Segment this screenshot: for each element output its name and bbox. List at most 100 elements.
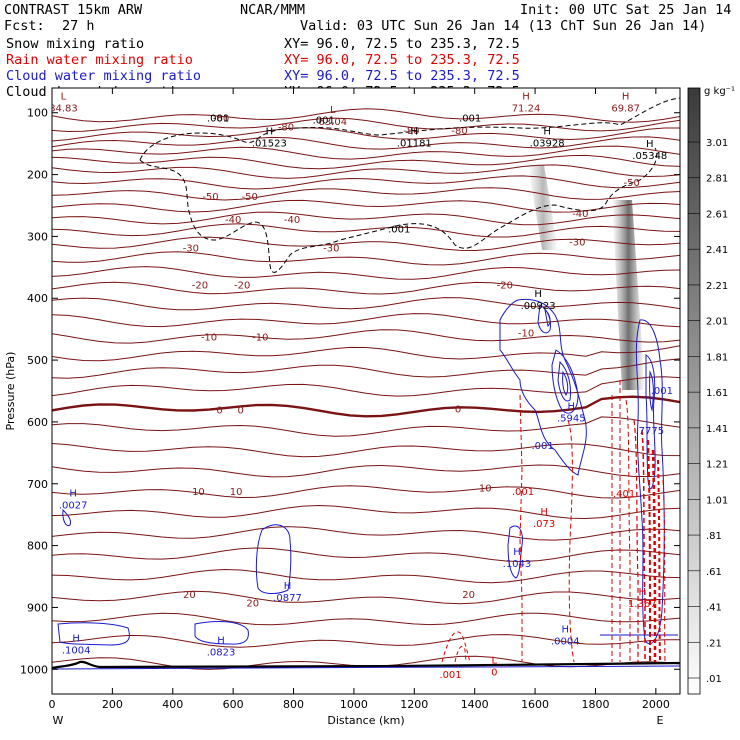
extremum-marker: H bbox=[69, 488, 77, 499]
legend-field-name: Rain water mixing ratio bbox=[6, 52, 193, 68]
colorbar-gradient bbox=[688, 88, 700, 694]
y-tick-label: 300 bbox=[27, 230, 48, 243]
valid-time: Valid: 03 UTC Sun 26 Jan 14 (13 ChT Sun … bbox=[300, 18, 706, 34]
extremum-value: .073 bbox=[533, 519, 555, 530]
colorbar-label: .01 bbox=[706, 674, 722, 685]
y-tick-label: 900 bbox=[27, 601, 48, 614]
x-tick-label: 1400 bbox=[461, 698, 489, 711]
extremum-marker: H bbox=[562, 624, 570, 635]
extremum-value: .03928 bbox=[530, 139, 565, 150]
x-tick-label: 2000 bbox=[642, 698, 670, 711]
colorbar-label: 2.61 bbox=[706, 209, 728, 220]
extremum-value: .0004 bbox=[551, 636, 580, 647]
colorbar-label: 1.81 bbox=[706, 352, 728, 363]
colorbar-label: .61 bbox=[706, 567, 722, 578]
extremum-marker: H bbox=[646, 139, 654, 150]
extremum-marker: L bbox=[492, 655, 498, 666]
isotherm-label: -10 bbox=[201, 333, 217, 344]
isotherm-label: -50 bbox=[624, 178, 640, 189]
contour-label: .001 bbox=[388, 224, 410, 235]
isotherm-label: 0 bbox=[238, 406, 244, 417]
legend-field-xy: XY= 96.0, 72.5 to 235.3, 72.5 bbox=[284, 36, 520, 52]
colorbar-label: 3.01 bbox=[706, 138, 728, 149]
isotherm-label: -30 bbox=[183, 244, 199, 255]
contour-label: .001 bbox=[459, 114, 481, 125]
extremum-value: 0 bbox=[491, 667, 497, 678]
contour-label: .001 bbox=[512, 487, 534, 498]
y-tick-label: 600 bbox=[27, 416, 48, 429]
x-axis-label: Distance (km) bbox=[327, 714, 404, 727]
extremum-marker: L bbox=[61, 91, 67, 102]
extremum-marker: L bbox=[330, 105, 336, 116]
colorbar-label: .81 bbox=[706, 531, 722, 542]
y-tick-label: 500 bbox=[27, 354, 48, 367]
colorbar-label: 2.41 bbox=[706, 245, 728, 256]
extremum-marker: H bbox=[522, 91, 530, 102]
isotherm-label: -40 bbox=[572, 209, 588, 220]
isotherm-label: -20 bbox=[497, 281, 513, 292]
isotherm-label: 0 bbox=[455, 404, 461, 415]
contour-label: .401 bbox=[613, 489, 635, 500]
extremum-value: .01523 bbox=[252, 139, 287, 150]
colorbar-label: 2.81 bbox=[706, 174, 728, 185]
y-tick-label: 200 bbox=[27, 169, 48, 182]
extremum-value: 1.367 bbox=[628, 599, 657, 610]
isotherm-label: 10 bbox=[230, 487, 243, 498]
y-tick-label: 800 bbox=[27, 540, 48, 553]
extremum-value: .1043 bbox=[503, 559, 532, 570]
extremum-value: .5945 bbox=[557, 414, 586, 425]
x-tick-label: 1800 bbox=[581, 698, 609, 711]
init-time: Init: 00 UTC Sat 25 Jan 14 bbox=[520, 2, 731, 18]
y-tick-label: 700 bbox=[27, 478, 48, 491]
colorbar-label: 1.41 bbox=[706, 424, 728, 435]
isotherm-label: 20 bbox=[462, 590, 475, 601]
x-tick-label: 0 bbox=[49, 698, 56, 711]
extremum-value: .1004 bbox=[62, 646, 91, 657]
extremum-marker: H bbox=[513, 547, 521, 558]
extremum-marker: H bbox=[411, 127, 419, 138]
contour-label: .001 bbox=[531, 441, 553, 452]
isotherm-label: -30 bbox=[323, 244, 339, 255]
extremum-value: .0823 bbox=[207, 647, 236, 658]
x-tick-label: 1200 bbox=[400, 698, 428, 711]
x-axis-east-label: E bbox=[657, 714, 664, 727]
isotherm-label: -10 bbox=[252, 333, 268, 344]
extremum-value: .7775 bbox=[635, 426, 664, 437]
legend-field-name: Cloud water mixing ratio bbox=[6, 68, 201, 84]
x-tick-label: 200 bbox=[102, 698, 123, 711]
colorbar-unit: g kg⁻¹ bbox=[704, 86, 735, 97]
contour-label: .001 bbox=[651, 386, 673, 397]
extremum-value: .01181 bbox=[397, 139, 432, 150]
colorbar-label: 1.61 bbox=[706, 388, 728, 399]
colorbar-label: 2.01 bbox=[706, 317, 728, 328]
extremum-marker: H bbox=[534, 289, 542, 300]
isotherm-label: -50 bbox=[242, 192, 258, 203]
extremum-value: .00923 bbox=[521, 301, 556, 312]
isotherm-label: -30 bbox=[569, 237, 585, 248]
legend-field-name: Snow mixing ratio bbox=[6, 36, 144, 52]
extremum-marker: H bbox=[284, 581, 292, 592]
x-tick-label: 1600 bbox=[521, 698, 549, 711]
contour-label: .001 bbox=[439, 670, 461, 681]
y-tick-label: 100 bbox=[27, 107, 48, 120]
isotherm-label: -10 bbox=[518, 328, 534, 339]
extremum-marker: H bbox=[72, 634, 80, 645]
isotherm-label: -40 bbox=[225, 215, 241, 226]
colorbar-label: 1.01 bbox=[706, 495, 728, 506]
y-tick-label: 400 bbox=[27, 292, 48, 305]
legend-field-xy: XY= 96.0, 72.5 to 235.3, 72.5 bbox=[284, 68, 520, 84]
y-axis-label: Pressure (hPa) bbox=[4, 352, 17, 431]
x-axis-west-label: W bbox=[53, 714, 64, 727]
isotherm-label: 0 bbox=[216, 406, 222, 417]
extremum-marker: H bbox=[540, 507, 548, 518]
isotherm-label: 10 bbox=[479, 483, 492, 494]
isotherm-label: -80 bbox=[278, 122, 294, 133]
colorbar-label: 1.21 bbox=[706, 460, 728, 471]
x-tick-label: 600 bbox=[223, 698, 244, 711]
extremum-value: 69.87 bbox=[611, 103, 640, 114]
forecast-value: 27 h bbox=[62, 18, 95, 34]
contour-label: .001 bbox=[207, 114, 229, 125]
extremum-value: .05348 bbox=[632, 151, 667, 162]
isotherm-label: 10 bbox=[192, 487, 205, 498]
